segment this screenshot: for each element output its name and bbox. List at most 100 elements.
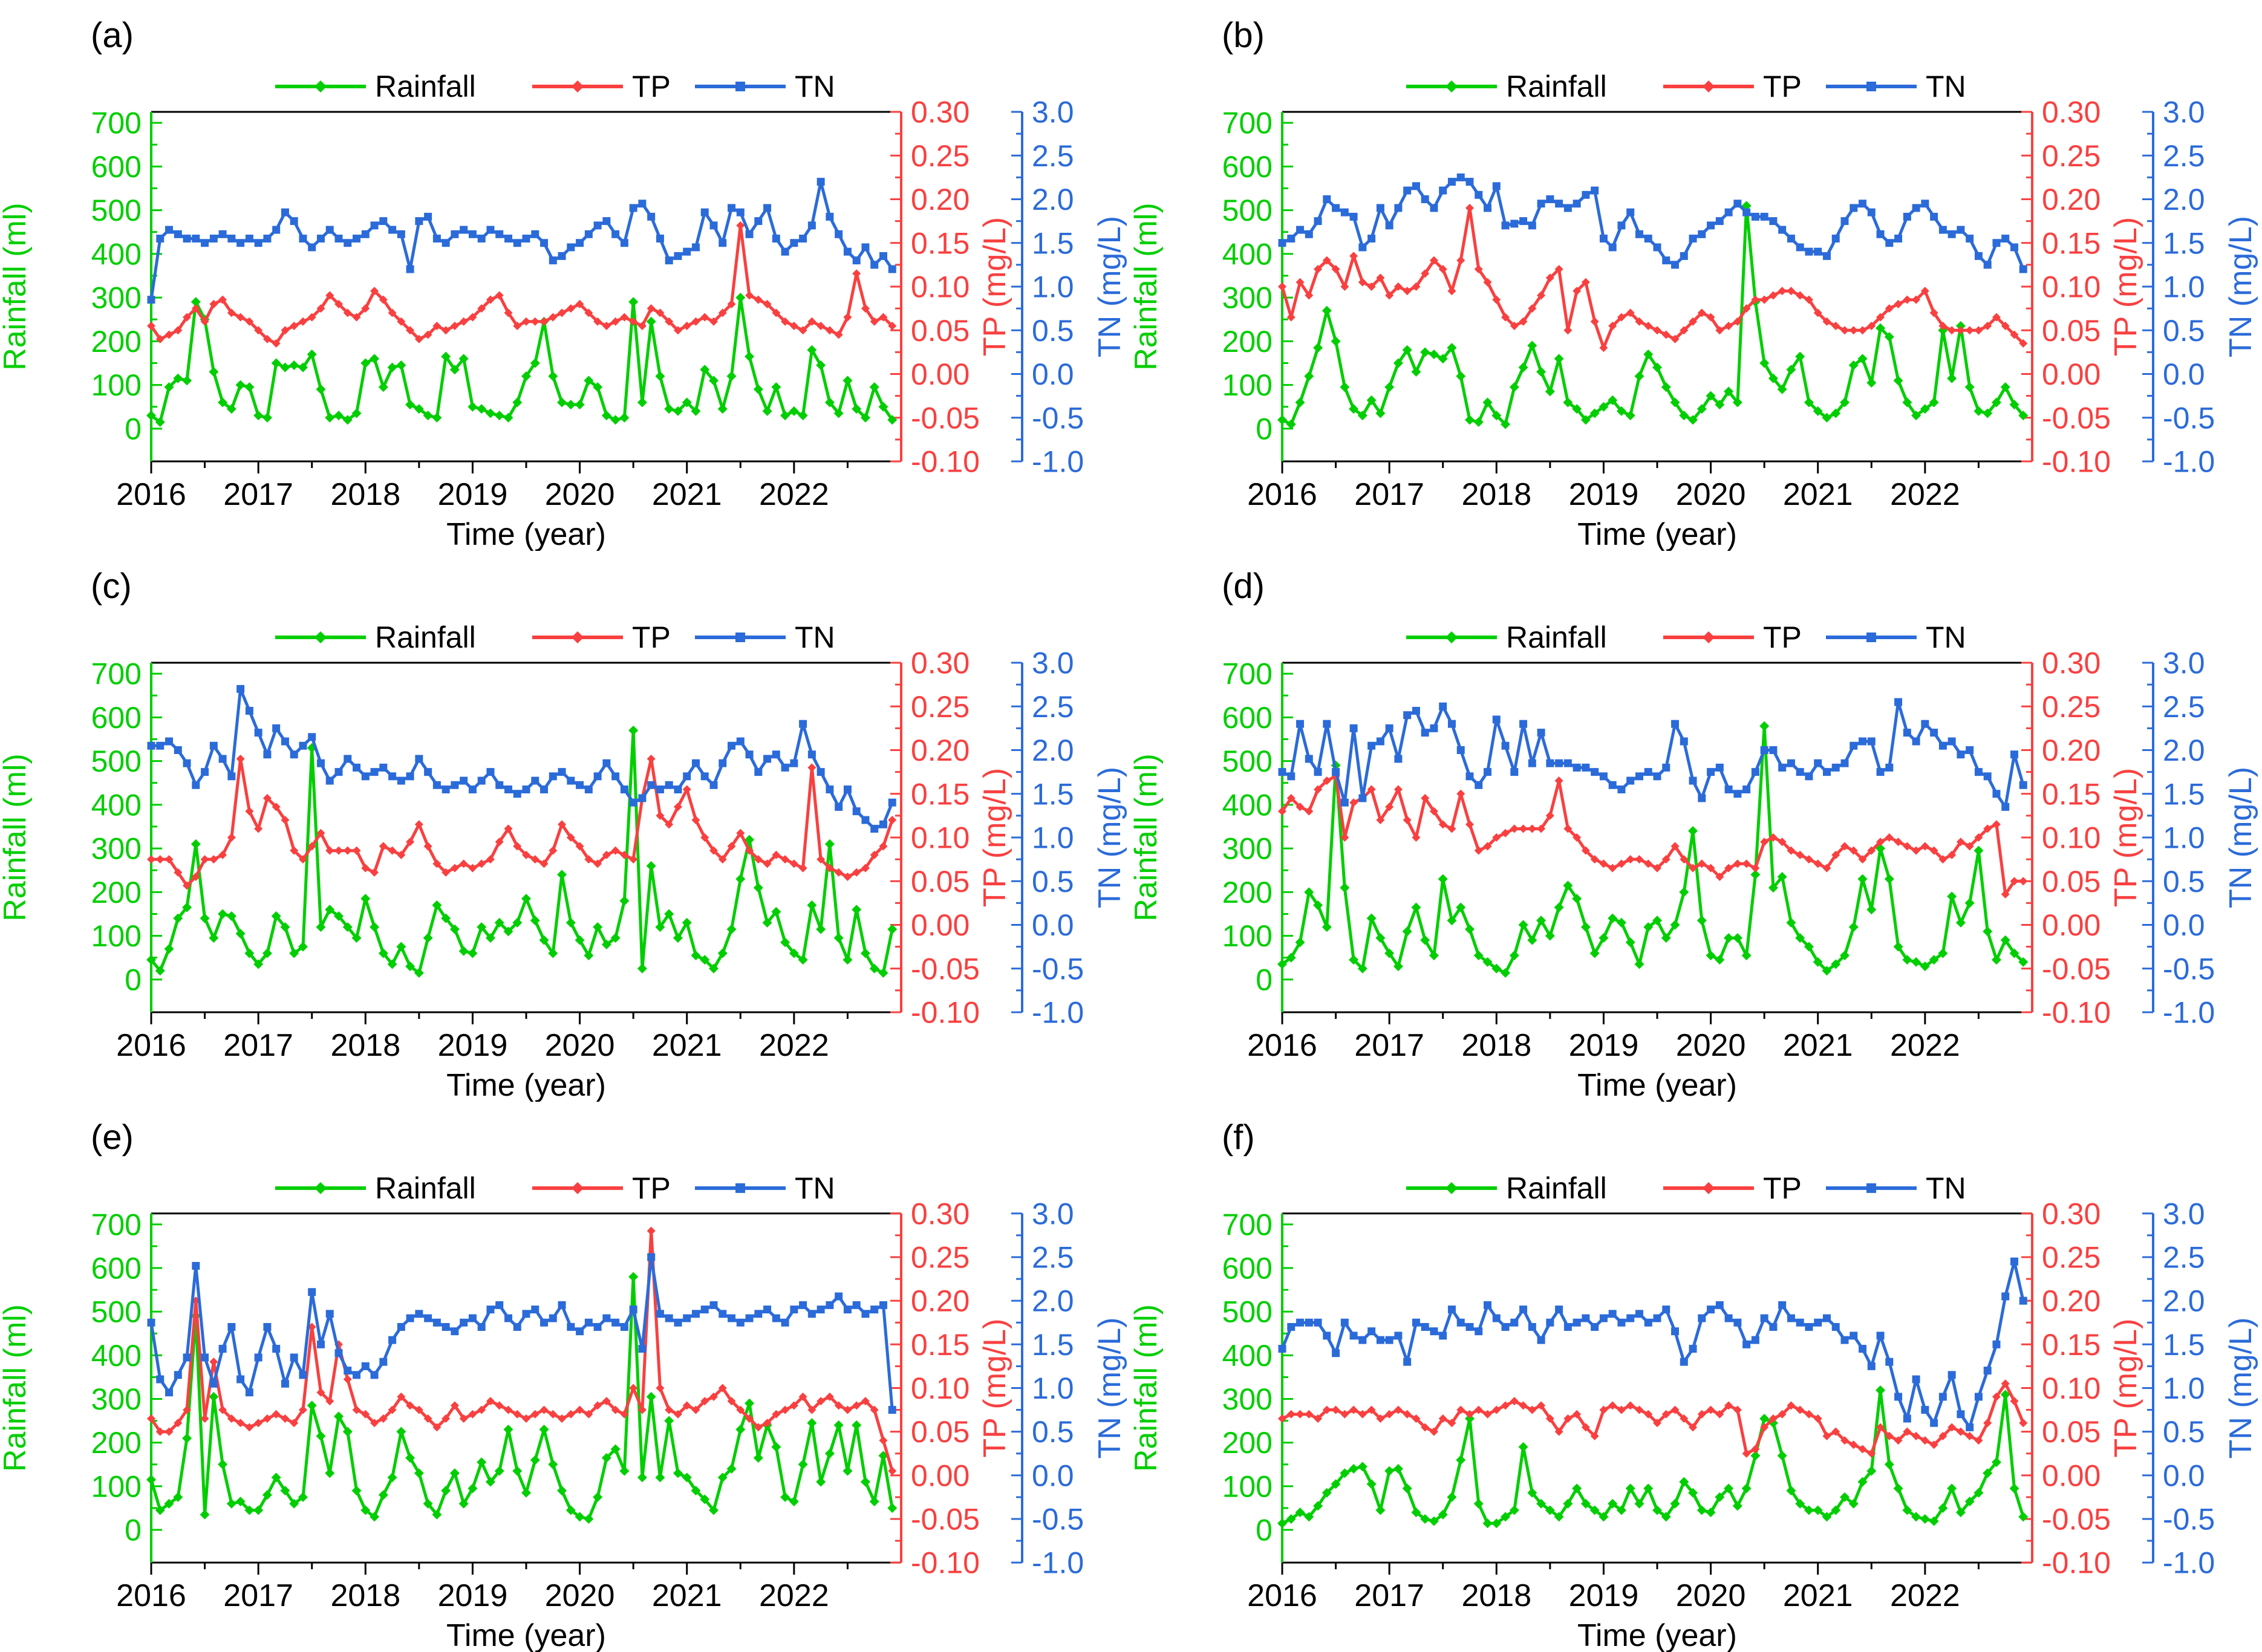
marker-diamond [1795,1498,1805,1509]
marker-square [700,772,709,781]
tp-tick-label: -0.05 [911,1502,980,1536]
marker-square [1724,785,1733,794]
marker-diamond [1912,295,1921,304]
marker-diamond [1393,358,1403,368]
marker-diamond [735,1425,746,1435]
marker-diamond [682,397,692,408]
marker-diamond [530,915,540,926]
marker-diamond [1580,1498,1591,1509]
marker-square [2010,750,2018,759]
marker-diamond [655,922,665,932]
marker-diamond [1848,922,1859,932]
marker-diamond [2019,339,2028,348]
marker-diamond [1902,955,1912,965]
marker-diamond [1295,937,1305,948]
marker-square [1866,82,1876,91]
marker-square [1671,1327,1680,1336]
legend-label-tp: TP [632,1171,671,1205]
marker-diamond [754,855,763,864]
marker-diamond [1518,362,1528,372]
marker-diamond [610,933,621,943]
panel-label-f: (f) [1222,1118,1255,1157]
marker-diamond [1322,922,1332,932]
tn-tick-label: 2.0 [2163,733,2205,767]
marker-square [843,785,852,794]
marker-diamond [1625,411,1635,421]
marker-square [281,737,289,746]
marker-square [165,1388,174,1397]
tp-tick-label: 0.10 [2042,1371,2101,1405]
marker-diamond [1492,833,1501,842]
marker-square [370,768,379,776]
marker-diamond [2010,330,2019,339]
marker-square [495,230,504,238]
tn-tick-label: 0.0 [2163,1459,2205,1492]
marker-diamond [1822,1512,1832,1522]
marker-diamond [1643,922,1654,932]
series-tp [1280,206,2025,350]
marker-square [334,1349,343,1358]
marker-square [299,1371,307,1379]
marker-square [299,741,307,750]
marker-diamond [351,1486,362,1496]
marker-diamond [1581,846,1590,855]
marker-diamond [1902,397,1912,408]
tn-tick-label: 3.0 [2163,96,2205,129]
marker-square [736,208,745,216]
marker-square [826,1301,834,1309]
marker-diamond [1376,273,1385,282]
tp-tick-label: 0.25 [911,1240,970,1274]
marker-square [638,200,647,208]
marker-square [1376,1336,1384,1344]
tn-tick-label: 1.0 [2163,1371,2205,1405]
marker-diamond [700,313,709,322]
marker-diamond [1286,952,1296,963]
marker-diamond [1894,1436,1903,1445]
marker-diamond [549,846,558,855]
marker-diamond [1465,1414,1475,1423]
panel-d: (d) Rainfall TP TN 2016 2017 2018 2019 2020 2021 2… [1131,551,2262,1102]
marker-diamond [1920,404,1930,414]
marker-diamond [307,743,317,753]
marker-square [460,1318,468,1327]
marker-diamond [1403,287,1412,296]
marker-diamond [1760,295,1769,304]
marker-diamond [298,941,308,952]
marker-square [781,247,789,256]
marker-square [308,733,316,741]
marker-square [1707,1306,1715,1314]
legend-label-tn: TN [1926,70,1966,103]
marker-diamond [717,1472,728,1483]
marker-diamond [1947,850,1957,859]
marker-diamond [459,859,468,868]
marker-diamond [1759,721,1770,731]
marker-diamond [1545,811,1554,820]
marker-diamond [1706,951,1716,961]
marker-square [1323,720,1331,728]
marker-diamond [155,417,165,427]
x-tick-label: 2022 [759,1028,829,1063]
marker-square [451,1327,459,1336]
marker-diamond [1340,282,1349,291]
marker-diamond [753,883,763,893]
marker-diamond [1599,859,1608,868]
marker-square [451,230,459,238]
x-axis-title: Time (year) [1577,1068,1737,1102]
marker-diamond [1286,419,1296,429]
marker-diamond [262,1490,272,1500]
marker-square [1912,1375,1920,1384]
marker-diamond [352,313,361,322]
marker-square [1840,217,1849,226]
marker-diamond [745,1414,754,1423]
tn-tick-label: 2.0 [1032,733,1074,767]
marker-diamond [1703,1182,1715,1194]
marker-diamond [227,308,236,317]
marker-diamond [2001,322,2010,331]
marker-diamond [1349,955,1359,965]
marker-diamond [164,1498,174,1509]
marker-diamond [253,1505,264,1515]
marker-diamond [1831,408,1841,418]
marker-diamond [406,1401,415,1410]
marker-diamond [878,967,888,978]
marker-square [1796,243,1804,252]
